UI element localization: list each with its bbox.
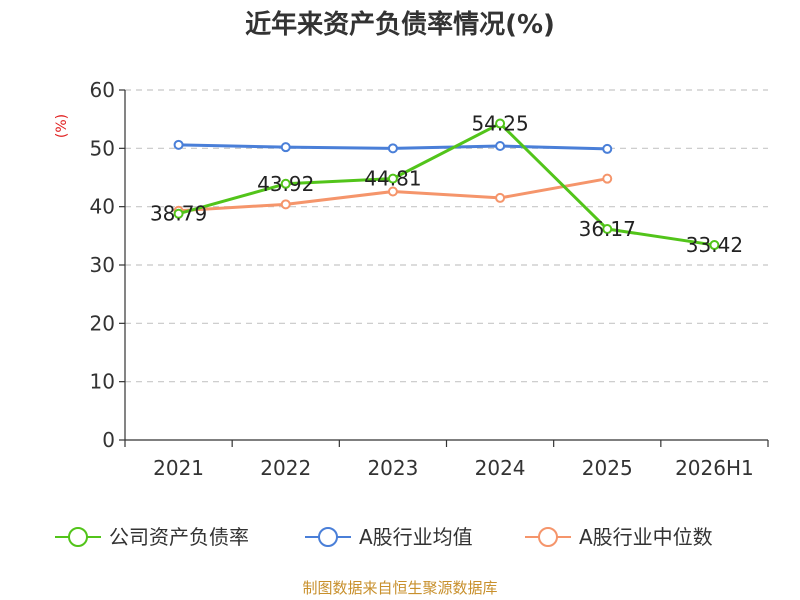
series-1-point-2025[interactable] xyxy=(602,143,613,154)
series-2-point-2024[interactable] xyxy=(495,192,506,203)
data-label-2024: 54.25 xyxy=(471,112,528,136)
legend-marker xyxy=(538,527,558,547)
legend[interactable]: 公司资产负债率 A股行业均值 A股行业中位数 xyxy=(55,525,713,549)
series-0-point-2022[interactable] xyxy=(280,178,291,189)
y-tick-label: 10 xyxy=(90,370,115,394)
x-tick-label-2022: 2022 xyxy=(260,456,311,480)
y-axis-label: (%) xyxy=(54,114,70,138)
series-0-point-2021[interactable] xyxy=(173,208,184,219)
series-0-point-2026H1[interactable] xyxy=(709,240,720,251)
legend-marker xyxy=(318,527,338,547)
legend-item-2[interactable]: A股行业中位数 xyxy=(525,525,713,549)
y-tick-label: 50 xyxy=(90,136,115,160)
series-1-point-2023[interactable] xyxy=(387,143,398,154)
data-label-2021: 38.79 xyxy=(150,202,207,226)
series-2-point-2023[interactable] xyxy=(387,186,398,197)
x-tick-label-2023: 2023 xyxy=(367,456,418,480)
x-tick-label-2024: 2024 xyxy=(475,456,526,480)
y-tick-label: 30 xyxy=(90,253,115,277)
y-tick-label: 20 xyxy=(90,311,115,335)
series-2-point-2022[interactable] xyxy=(280,199,291,210)
legend-label: A股行业均值 xyxy=(359,525,473,549)
legend-label: A股行业中位数 xyxy=(579,525,713,549)
series-1-point-2024[interactable] xyxy=(495,141,506,151)
data-label-2025: 36.17 xyxy=(579,217,636,241)
legend-label: 公司资产负债率 xyxy=(109,525,249,549)
series-2-point-2025[interactable] xyxy=(602,173,613,184)
data-labels: 38.79 43.92 44.81 54.25 36.17 33.42 xyxy=(150,112,743,258)
data-label-2022: 43.92 xyxy=(257,172,314,196)
legend-marker xyxy=(68,527,88,547)
series-line-0 xyxy=(178,122,715,247)
chart-title: 近年来资产负债率情况(%) xyxy=(245,9,555,40)
series-0-point-2023[interactable] xyxy=(387,173,398,184)
series-1-point-2022[interactable] xyxy=(280,142,291,153)
series-1-point-2021[interactable] xyxy=(173,139,184,150)
x-tick-label-2021: 2021 xyxy=(153,456,204,480)
x-tick-label-2026H1: 2026H1 xyxy=(675,456,754,480)
series-0-point-2025[interactable] xyxy=(602,224,613,235)
legend-item-0[interactable]: 公司资产负债率 xyxy=(55,525,249,549)
y-tick-label: 60 xyxy=(90,78,115,102)
series-0-point-2024[interactable] xyxy=(495,118,506,129)
y-tick-label: 0 xyxy=(102,428,115,452)
series-layer xyxy=(173,118,720,251)
data-label-2023: 44.81 xyxy=(364,167,421,191)
grid xyxy=(125,89,768,383)
data-label-2026H1: 33.42 xyxy=(686,233,743,257)
y-tick-label: 40 xyxy=(90,195,115,219)
legend-item-1[interactable]: A股行业均值 xyxy=(305,525,473,549)
axes: 0 10 20 30 40 50 60 2021 2022 2023 2024 2025 2026H1 xyxy=(90,78,769,480)
x-tick-label-2025: 2025 xyxy=(582,456,633,480)
source-note: 制图数据来自恒生聚源数据库 xyxy=(302,579,497,597)
